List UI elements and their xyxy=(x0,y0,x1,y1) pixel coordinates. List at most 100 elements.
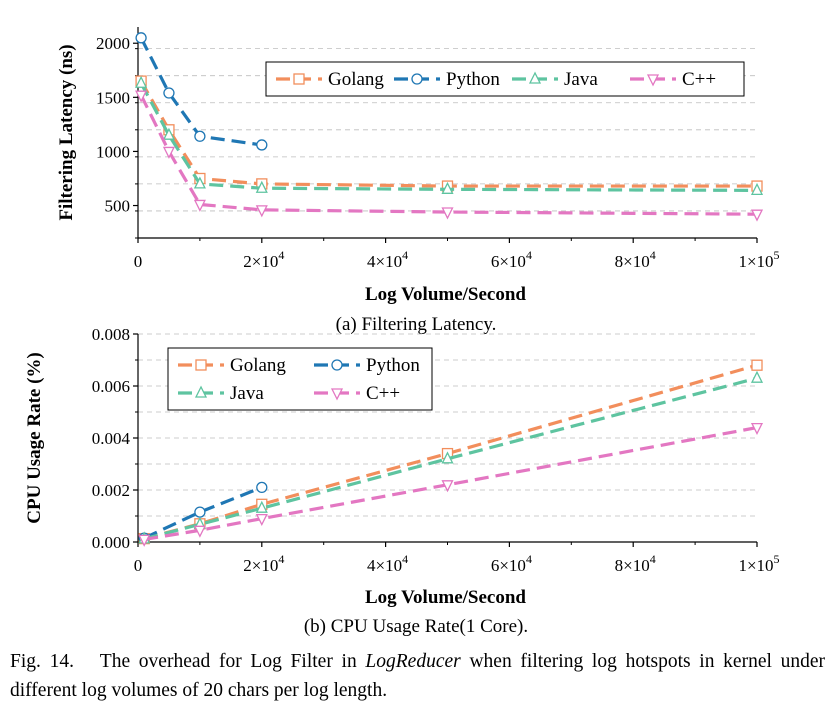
y-tick-label: 2000 xyxy=(96,34,130,53)
x-tick-label: 0 xyxy=(134,556,143,575)
x-tick-label: 6×104 xyxy=(491,248,532,271)
legend-label: C++ xyxy=(682,69,716,90)
data-point xyxy=(162,127,176,140)
legend-entry: Python xyxy=(314,355,420,376)
data-point xyxy=(163,87,175,99)
x-tick-label: 4×104 xyxy=(367,248,408,271)
data-point xyxy=(193,199,206,212)
series-line xyxy=(139,94,758,216)
legend-label: Java xyxy=(564,69,598,90)
y-tick-label: 500 xyxy=(105,197,131,216)
legend-entry: Python xyxy=(394,69,500,90)
series-cpp xyxy=(138,422,764,547)
data-point xyxy=(441,181,454,194)
legend-entry: Java xyxy=(512,69,598,90)
legend-label: Java xyxy=(230,383,264,404)
x-axis-label: Log Volume/Second xyxy=(365,284,526,305)
y-tick-label: 1000 xyxy=(96,142,130,161)
y-tick-label: 0.000 xyxy=(92,533,130,552)
data-point xyxy=(135,90,148,103)
data-point xyxy=(750,182,764,196)
data-point xyxy=(441,480,454,493)
legend-label: C++ xyxy=(366,383,400,404)
x-tick-label: 0 xyxy=(134,252,143,271)
legend-swatch-marker xyxy=(528,71,542,84)
data-point xyxy=(138,534,151,547)
x-tick-label: 6×104 xyxy=(491,552,532,575)
data-point xyxy=(255,500,268,513)
legend-entry: C++ xyxy=(630,69,716,90)
series-line xyxy=(139,82,758,192)
subfigure-caption: (a) Filtering Latency. xyxy=(336,314,497,335)
legend-swatch-marker xyxy=(411,73,423,85)
series-line xyxy=(139,37,263,147)
legend-label: Golang xyxy=(328,69,384,90)
legend-entry: Java xyxy=(178,383,264,404)
legend-swatch-marker xyxy=(195,359,207,371)
series-line xyxy=(139,80,757,188)
x-tick-label: 8×104 xyxy=(615,248,656,271)
data-point xyxy=(441,207,454,220)
data-point xyxy=(256,139,268,151)
data-point xyxy=(750,422,764,436)
legend-entry: Golang xyxy=(276,69,384,90)
data-point xyxy=(256,481,268,494)
legend: Golang Python Java C++ xyxy=(167,347,433,411)
data-point xyxy=(750,209,764,222)
legend-box xyxy=(167,347,433,411)
data-point xyxy=(750,370,764,383)
caption-text-after: when filtering log hotspots in kernel un… xyxy=(10,651,826,701)
x-axis-label: Log Volume/Second xyxy=(365,587,526,608)
figure-caption: Fig. 14. The overhead for Log Filter in … xyxy=(10,647,825,705)
data-point xyxy=(135,32,147,44)
data-point xyxy=(194,130,206,142)
legend-entry: C++ xyxy=(314,383,400,404)
data-point xyxy=(194,506,206,518)
series-line xyxy=(143,376,758,541)
legend: Golang Python Java C++ xyxy=(265,61,745,97)
series-python xyxy=(135,32,268,151)
x-tick-label: 4×104 xyxy=(367,552,408,575)
y-tick-label: 0.006 xyxy=(92,377,130,396)
y-axis-label: Filtering Latency (ns) xyxy=(56,44,77,220)
legend-swatch-marker xyxy=(330,388,344,401)
series-line xyxy=(143,485,263,540)
series-cpp xyxy=(135,90,764,222)
legend-swatch-marker xyxy=(646,74,660,87)
data-point xyxy=(135,75,148,88)
legend-swatch-marker xyxy=(293,73,305,85)
caption-emph: LogReducer xyxy=(365,651,461,672)
legend-swatch-marker xyxy=(194,385,208,398)
data-point xyxy=(255,180,268,193)
x-tick-label: 1×105 xyxy=(738,248,779,271)
data-point xyxy=(255,513,268,527)
caption-label: Fig. 14. xyxy=(10,651,74,672)
subfigure-caption: (b) CPU Usage Rate(1 Core). xyxy=(304,616,528,637)
y-tick-label: 0.002 xyxy=(92,481,130,500)
y-tick-label: 1500 xyxy=(96,88,130,107)
legend-label: Golang xyxy=(230,355,286,376)
y-tick-label: 0.008 xyxy=(92,325,130,344)
y-axis-label: CPU Usage Rate (%) xyxy=(24,352,45,523)
data-point xyxy=(162,146,176,159)
chart-cpu-usage: 0.000 0.002 0.004 0.006 0.008 0 2×104 4×104 6×10… xyxy=(24,325,780,637)
legend-label: Python xyxy=(446,69,500,90)
series-java xyxy=(135,75,764,196)
legend-swatch-marker xyxy=(331,359,343,371)
data-point xyxy=(441,451,454,464)
legend-label: Python xyxy=(366,355,420,376)
chart-latency: 500 1000 1500 2000 0 2×104 4×104 6×104 8×104 1×10… xyxy=(56,27,780,335)
caption-text-before: The overhead for Log Filter in xyxy=(99,651,357,672)
data-point xyxy=(751,359,763,371)
data-point xyxy=(193,176,206,189)
x-tick-label: 8×104 xyxy=(615,552,656,575)
legend-entry: Golang xyxy=(178,355,286,376)
x-tick-label: 2×104 xyxy=(243,248,284,271)
chart-canvas: 500 1000 1500 2000 0 2×104 4×104 6×104 8×104 1×10… xyxy=(24,27,780,637)
x-tick-label: 2×104 xyxy=(243,552,284,575)
y-tick-label: 0.004 xyxy=(92,429,131,448)
x-tick-label: 1×105 xyxy=(738,552,779,575)
data-point xyxy=(255,205,268,218)
data-point xyxy=(193,525,206,538)
